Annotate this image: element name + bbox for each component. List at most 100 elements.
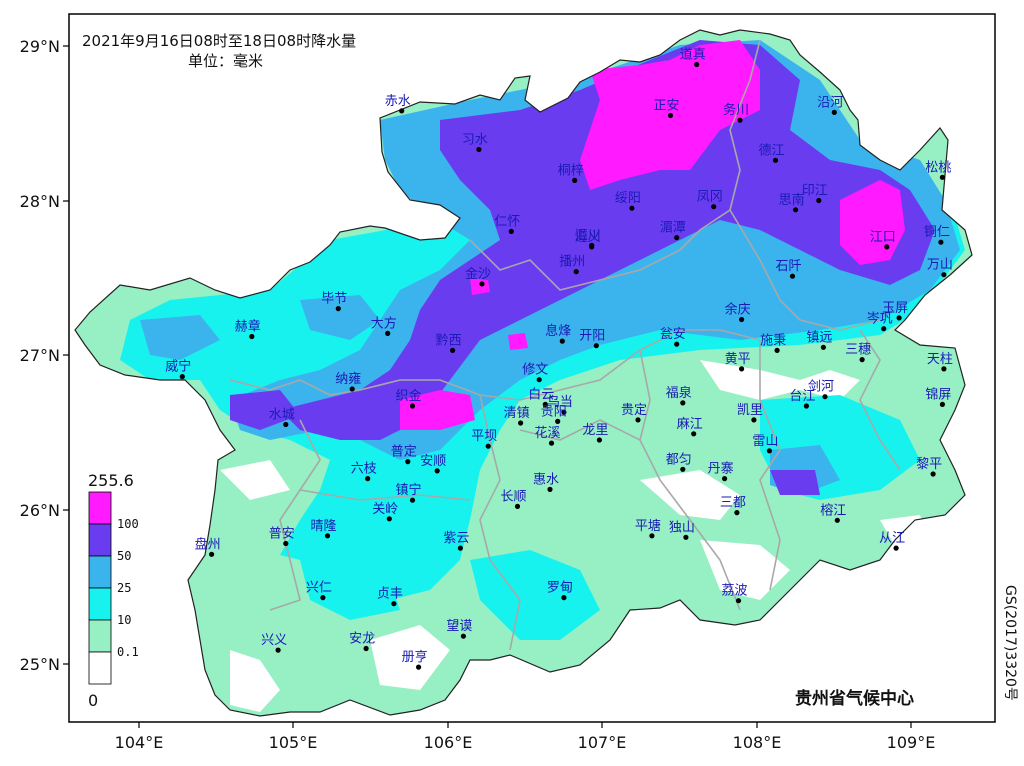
- city-marker: [391, 601, 397, 607]
- city-marker: [548, 440, 555, 446]
- city-label: 都匀: [666, 452, 692, 467]
- legend-swatch: [88, 619, 112, 653]
- lon-label-107: 107°E: [578, 733, 627, 752]
- city-marker: [479, 281, 485, 287]
- city-label: 习水: [462, 133, 488, 148]
- city-marker: [674, 235, 680, 241]
- city-marker: [683, 534, 689, 540]
- city-marker: [179, 374, 185, 380]
- legend-level-label: 25: [117, 581, 131, 595]
- city-marker: [930, 471, 936, 477]
- province-outline: [74, 29, 973, 717]
- city-label: 乌当: [547, 394, 573, 410]
- city-label: 三穗: [845, 343, 871, 358]
- city-label: 印江: [802, 184, 828, 199]
- city-marker: [694, 61, 700, 68]
- city-label: 纳雍: [335, 371, 361, 387]
- city-label: 播州: [559, 255, 585, 270]
- city-marker: [249, 333, 255, 340]
- city-label: 江口: [870, 230, 896, 245]
- city-label: 凤冈: [697, 190, 723, 205]
- city-marker: [514, 503, 521, 509]
- city-label: 白云: [528, 386, 554, 402]
- city-marker: [896, 315, 902, 321]
- city-label: 金沙: [465, 266, 491, 282]
- city-label: 花溪: [534, 425, 560, 441]
- lat-label-25: 25°N: [20, 655, 60, 674]
- city-marker: [884, 244, 890, 250]
- city-marker: [680, 466, 686, 472]
- city-label: 丹寨: [708, 461, 734, 477]
- city-label: 普安: [269, 527, 295, 542]
- city-label: 黔西: [436, 333, 462, 348]
- city-marker: [629, 205, 635, 211]
- lon-label-104: 104°E: [115, 733, 164, 752]
- city-label: 惠水: [533, 472, 559, 487]
- city-label: 锦屏: [925, 387, 951, 402]
- city-label: 天柱: [927, 352, 953, 367]
- city-marker: [385, 330, 391, 336]
- city-marker: [680, 400, 686, 406]
- city-marker: [766, 448, 773, 454]
- city-marker: [635, 417, 641, 423]
- city-marker: [209, 551, 215, 557]
- legend-level-label: 50: [117, 549, 131, 563]
- city-label: 荔波: [721, 584, 747, 599]
- city-label: 独山: [669, 520, 695, 535]
- city-label: 赤水: [385, 94, 411, 109]
- prefecture-boundaries: [229, 39, 901, 651]
- city-label: 黄平: [725, 352, 751, 367]
- city-label: 水城: [269, 408, 295, 423]
- city-marker: [859, 357, 865, 363]
- city-marker: [739, 366, 745, 372]
- legend-swatch: [88, 587, 112, 621]
- map-title: 2021年9月16日08时至18日08时降水量: [82, 32, 356, 50]
- city-label: 息烽: [545, 323, 571, 339]
- city-marker: [409, 497, 416, 503]
- city-label: 平塘: [635, 518, 661, 534]
- city-marker: [822, 394, 828, 400]
- city-marker: [711, 204, 717, 210]
- city-marker: [691, 431, 697, 437]
- city-label: 威宁: [165, 359, 191, 375]
- city-marker: [283, 540, 289, 547]
- map-unit: 单位：毫米: [188, 52, 263, 70]
- city-marker: [416, 664, 422, 670]
- city-label: 汇川: [575, 228, 601, 243]
- lon-label-106: 106°E: [424, 733, 473, 752]
- city-label: 雷山: [752, 434, 778, 449]
- city-label: 贵定: [621, 403, 647, 418]
- city-marker: [734, 509, 740, 516]
- legend-swatch: [88, 555, 112, 589]
- city-label: 剑河: [808, 379, 834, 395]
- city-label: 瓮安: [660, 327, 686, 342]
- lat-label-28: 28°N: [20, 192, 60, 211]
- city-label: 镇宁: [395, 482, 421, 498]
- city-label: 清镇: [504, 406, 530, 421]
- city-marker: [555, 418, 561, 424]
- city-marker: [789, 273, 796, 279]
- city-label: 罗甸: [547, 581, 573, 596]
- city-label: 贵阳: [541, 404, 567, 419]
- city-marker: [834, 517, 840, 523]
- city-label: 正安: [653, 99, 679, 114]
- city-label: 长顺: [500, 489, 526, 504]
- city-label: 施秉: [760, 332, 786, 348]
- legend-min-label: 0: [88, 691, 98, 710]
- city-marker: [547, 486, 553, 492]
- city-marker: [450, 347, 456, 353]
- city-label: 松桃: [925, 160, 951, 175]
- city-marker: [476, 146, 482, 153]
- city-marker: [561, 595, 567, 601]
- city-marker: [573, 269, 579, 275]
- city-label: 务川: [723, 102, 749, 118]
- city-marker: [363, 645, 369, 652]
- city-marker: [349, 386, 355, 392]
- city-marker: [275, 647, 281, 653]
- city-label: 晴隆: [310, 519, 336, 534]
- city-marker: [536, 377, 542, 383]
- city-label: 三都: [720, 496, 746, 511]
- city-label: 福泉: [666, 385, 692, 401]
- city-marker: [774, 347, 780, 353]
